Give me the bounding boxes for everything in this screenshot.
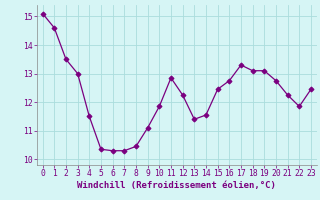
X-axis label: Windchill (Refroidissement éolien,°C): Windchill (Refroidissement éolien,°C) <box>77 181 276 190</box>
